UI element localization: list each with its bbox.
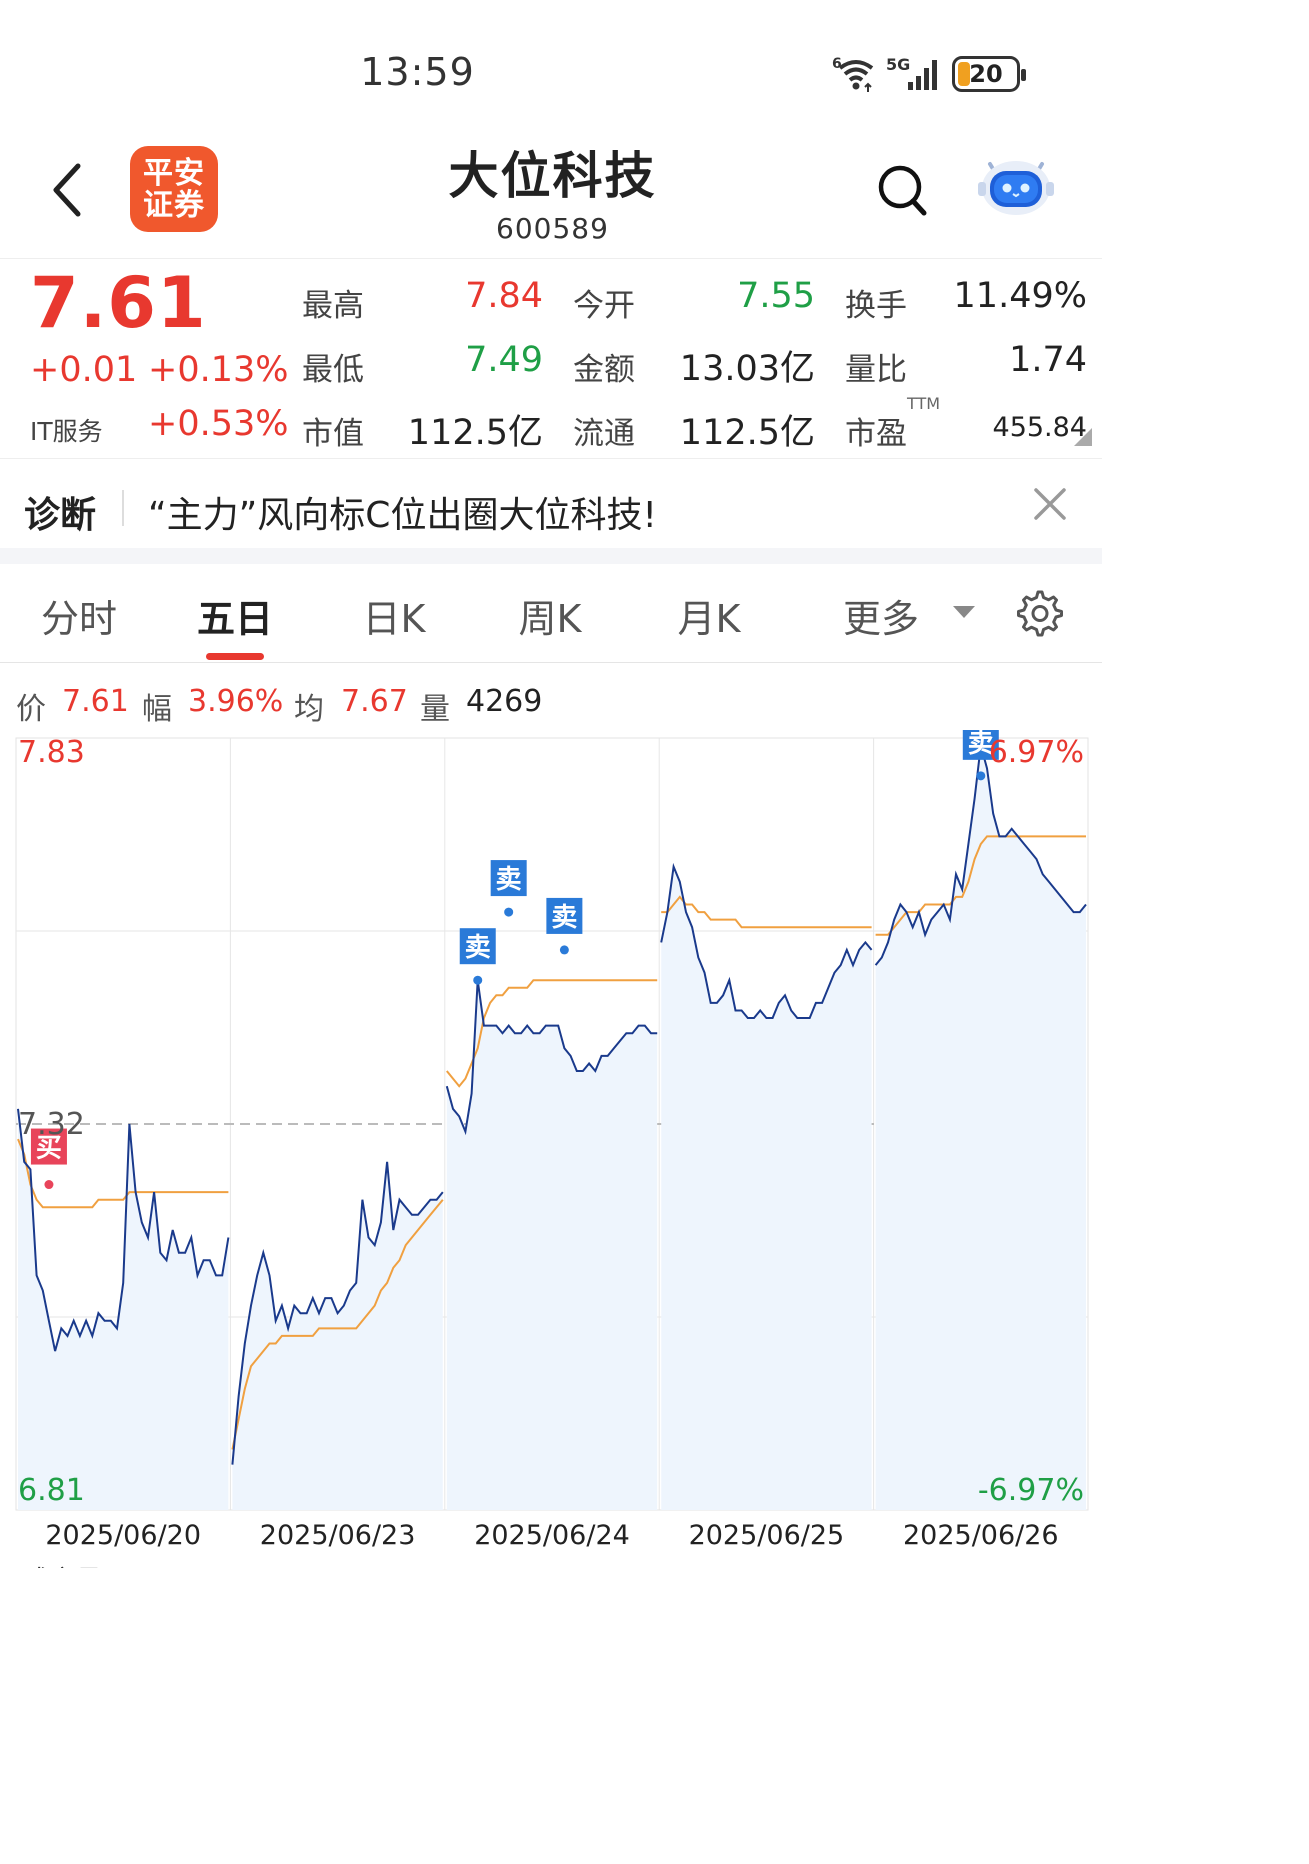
- amount-label: 金额: [573, 352, 635, 388]
- low-value: 7.49: [465, 340, 543, 380]
- y-axis-reference-label: 7.32: [18, 1107, 85, 1142]
- open-value: 7.55: [737, 276, 815, 316]
- status-time: 13:59: [360, 50, 475, 94]
- tab-intraday[interactable]: 分时: [40, 597, 117, 641]
- wifi-icon: 6: [832, 56, 874, 92]
- pct-axis-max-label: 6.97%: [989, 735, 1084, 770]
- float-cap-value: 112.5亿: [679, 413, 815, 453]
- sell-point: [504, 907, 514, 917]
- tab-monthly-k[interactable]: 月K: [677, 597, 741, 641]
- tab-weekly-k[interactable]: 周K: [518, 597, 582, 641]
- pe-value: 455.84: [992, 412, 1087, 443]
- buy-marker-badge: [30, 1128, 67, 1165]
- diagnosis-headline[interactable]: “主力”风向标C位出圈大位科技!: [148, 495, 657, 536]
- cellular-signal-icon: 5G: [886, 55, 937, 90]
- chevron-down-icon[interactable]: [953, 606, 975, 618]
- info-volume-label: 量: [420, 692, 450, 727]
- expand-corner-icon[interactable]: [1074, 428, 1092, 446]
- info-volume-value: 4269: [466, 684, 543, 719]
- turnover-value: 11.49%: [953, 276, 1087, 316]
- status-icons: 6 5G 20: [832, 52, 1026, 96]
- sell-marker-label: 卖: [496, 865, 522, 895]
- svg-text:6: 6: [832, 56, 842, 72]
- back-arrow-icon[interactable]: [48, 160, 88, 220]
- sector-name[interactable]: IT服务: [30, 417, 103, 446]
- average-price-line: [17, 835, 1086, 1450]
- section-spacer: [0, 548, 1102, 564]
- open-label: 今开: [573, 288, 635, 324]
- sell-marker-badge: [962, 730, 999, 760]
- pe-label: 市盈: [845, 416, 907, 452]
- current-price: 7.61: [30, 262, 207, 344]
- x-axis-date-label: 2025/06/20: [45, 1520, 201, 1551]
- close-icon[interactable]: [1030, 484, 1070, 524]
- tabs-divider: [0, 662, 1102, 663]
- buy-marker-label: 买: [36, 1134, 62, 1164]
- gear-icon[interactable]: [1016, 590, 1064, 638]
- tab-more[interactable]: 更多: [842, 597, 919, 641]
- diagnosis-label: 诊断: [24, 495, 97, 536]
- stock-code: 600589: [496, 212, 609, 245]
- price-change-pct: +0.13%: [148, 350, 289, 390]
- high-value: 7.84: [465, 276, 543, 316]
- header-divider: [0, 258, 1102, 259]
- tab-five-day[interactable]: 五日: [196, 597, 273, 641]
- sector-change-pct: +0.53%: [148, 404, 289, 444]
- amount-value: 13.03亿: [679, 349, 815, 389]
- stock-name: 大位科技: [448, 147, 657, 205]
- x-axis-date-label: 2025/06/26: [903, 1520, 1059, 1551]
- svg-text:5G: 5G: [886, 55, 910, 74]
- volume-ratio-value: 1.74: [1009, 340, 1087, 380]
- sell-point: [473, 975, 483, 985]
- sell-point: [559, 945, 569, 955]
- turnover-label: 换手: [845, 288, 907, 324]
- active-tab-indicator: [206, 653, 264, 660]
- sell-marker-label: 卖: [465, 933, 491, 963]
- buy-point: [44, 1180, 54, 1190]
- low-label: 最低: [302, 352, 364, 388]
- sell-marker-label: 卖: [551, 903, 577, 933]
- x-axis-date-label: 2025/06/24: [474, 1520, 630, 1551]
- market-cap-value: 112.5亿: [407, 413, 543, 453]
- float-cap-label: 流通: [573, 416, 635, 452]
- tab-daily-k[interactable]: 日K: [362, 597, 426, 641]
- market-cap-label: 市值: [302, 416, 364, 452]
- price-line: [17, 745, 1087, 1465]
- ai-assistant-robot-icon[interactable]: [978, 154, 1054, 218]
- info-price-value: 7.61: [62, 684, 129, 719]
- x-axis-date-label: 2025/06/23: [260, 1520, 416, 1551]
- sell-marker-badge: [546, 897, 583, 934]
- price-change: +0.01: [30, 350, 138, 390]
- broker-logo[interactable]: 平安 证券: [130, 146, 218, 232]
- search-icon[interactable]: [876, 163, 930, 219]
- battery-level: 20: [969, 60, 1003, 88]
- diagnosis-separator: [122, 490, 124, 526]
- info-price-label: 价: [16, 692, 46, 727]
- sell-point: [976, 771, 986, 781]
- x-axis-date-label: 2025/06/25: [689, 1520, 845, 1551]
- sell-marker-badge: [459, 928, 496, 965]
- quote-divider: [0, 458, 1102, 459]
- info-range-label: 幅: [142, 692, 172, 727]
- y-axis-min-label: 6.81: [18, 1473, 85, 1508]
- info-avg-value: 7.67: [341, 684, 408, 719]
- info-range-value: 3.96%: [188, 684, 284, 719]
- battery-icon: 20: [952, 56, 1026, 92]
- sell-marker-badge: [490, 860, 527, 897]
- volume-ratio-label: 量比: [845, 352, 907, 388]
- high-label: 最高: [302, 288, 364, 324]
- pct-axis-min-label: -6.97%: [978, 1473, 1084, 1508]
- y-axis-max-label: 7.83: [18, 735, 85, 770]
- volume-section-title: 成交量: [24, 1560, 144, 1568]
- ttm-label: TTM: [907, 394, 941, 413]
- info-avg-label: 均: [294, 692, 324, 727]
- sell-marker-label: 卖: [968, 730, 994, 759]
